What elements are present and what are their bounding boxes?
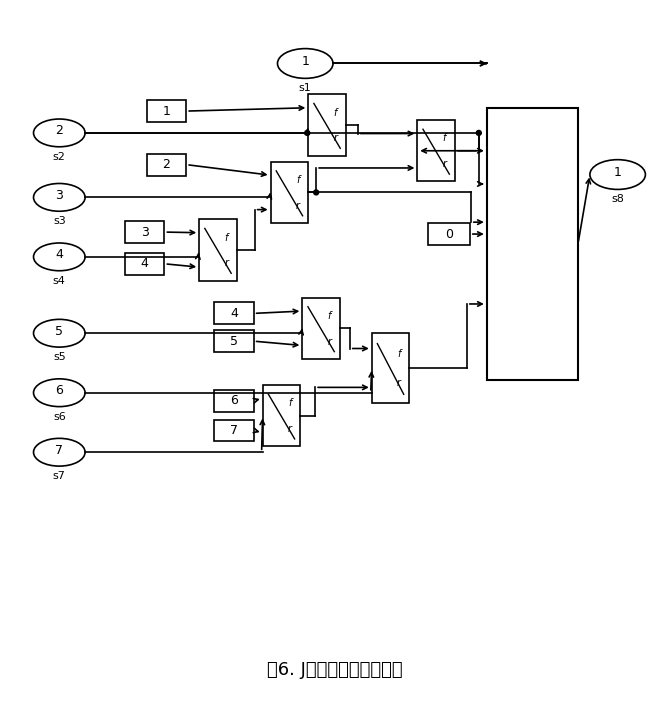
Text: 3: 3 [141,226,148,239]
Text: 3: 3 [56,189,63,202]
Text: f: f [296,175,299,185]
Text: 7: 7 [55,443,63,456]
Text: 5: 5 [55,324,63,337]
Text: 5: 5 [230,335,238,348]
Text: 4: 4 [141,257,148,270]
Bar [262,385,301,446]
Text: r: r [333,133,338,143]
Bar [125,253,164,275]
Bar [417,120,455,182]
Text: s1: s1 [299,84,311,93]
Text: 1: 1 [614,166,621,179]
Bar [146,100,187,122]
Circle shape [313,190,319,195]
Text: s5: s5 [53,352,66,362]
Text: 2: 2 [162,158,170,171]
Bar [428,223,470,245]
Text: f: f [327,311,331,321]
Bar [308,94,346,156]
Text: r: r [288,424,292,434]
Bar [270,162,308,223]
Text: 1: 1 [162,105,170,118]
Text: r: r [442,159,446,169]
Text: 1: 1 [301,55,309,68]
Text: 4: 4 [56,248,63,262]
Bar [372,333,409,402]
Text: r: r [327,337,331,347]
Circle shape [476,131,481,136]
Bar [302,298,340,359]
Text: r: r [296,201,300,211]
Bar [146,154,187,175]
Text: s2: s2 [53,151,66,162]
Text: s4: s4 [53,275,66,286]
Text: 4: 4 [230,307,238,320]
Bar [214,303,254,324]
Text: f: f [288,398,291,408]
Text: f: f [397,349,401,359]
Bar [214,420,254,441]
Text: 6: 6 [56,384,63,397]
Text: r: r [224,258,228,268]
Bar [214,390,254,412]
Text: 7: 7 [230,424,238,437]
Text: f: f [443,133,446,143]
Text: f: f [333,107,337,118]
Text: s3: s3 [53,216,66,226]
Text: s7: s7 [53,471,66,481]
Bar [199,219,237,280]
Text: 2: 2 [56,125,63,138]
Text: 6: 6 [230,394,238,407]
Text: r: r [397,379,401,388]
Bar [125,221,164,243]
Text: s6: s6 [53,412,66,422]
Bar [214,330,254,352]
Bar [486,107,578,381]
Text: 0: 0 [445,228,453,241]
Text: f: f [225,233,228,243]
Text: 図6. Jの内部処理のモデル: 図6. Jの内部処理のモデル [267,661,403,679]
Text: s8: s8 [611,195,624,204]
Circle shape [305,131,310,136]
